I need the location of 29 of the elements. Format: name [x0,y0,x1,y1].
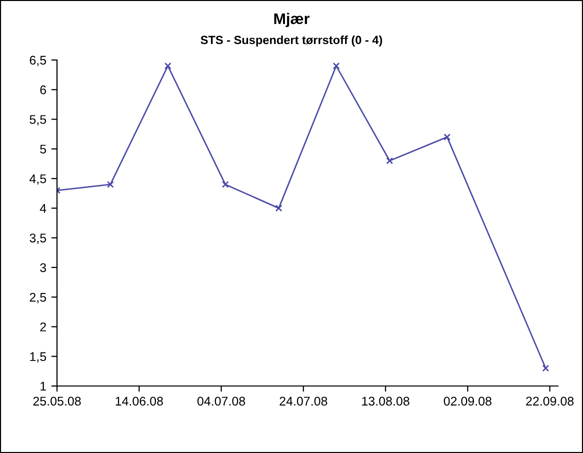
x-tick-label: 02.09.08 [444,396,492,406]
y-tick-label: 5,5 [30,115,46,126]
point [222,181,229,188]
chart-subtitle: STS - Suspendert tørrstoff (0 - 4) [200,36,382,46]
y-tick-label: 2,5 [30,292,46,304]
point [106,181,114,188]
x-tick-label: 13.08.08 [362,396,410,406]
point [164,62,172,70]
y-tick-label: 1 [40,382,46,391]
y-tick-label: 3,5 [30,234,46,244]
y-tick-label: 2 [40,322,46,332]
x-tick-label: 04.07.08 [197,396,246,406]
point [386,157,394,164]
x-tick-label: 25.05.08 [33,396,81,406]
point [444,134,451,141]
point [275,204,282,212]
point [332,62,340,70]
x-tick-label: 14.06.08 [116,396,163,406]
y-tick-label: 5 [40,144,46,154]
y-tick-label: 4 [40,204,46,213]
x-tick-label: 24.07.08 [280,396,328,406]
y-tick-label: 6,5 [30,56,46,66]
y-tick-label: 4,5 [29,174,46,185]
y-tick-label: 6 [40,85,46,94]
y-tick-label: 3 [40,263,46,272]
x-tick-label: 22.09.08 [526,396,574,406]
chart-title: Mjær [274,12,310,28]
y-tick-label: 1,5 [30,352,46,362]
point [542,364,550,372]
